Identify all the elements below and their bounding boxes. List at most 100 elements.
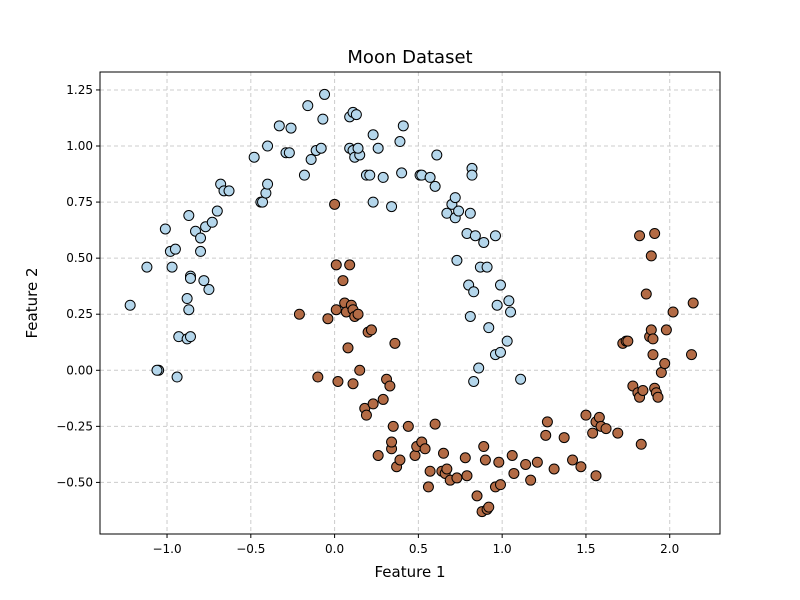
data-point-series-1 [305,153,317,165]
data-point-series-1 [451,254,463,266]
data-point-series-1 [515,373,527,385]
data-point-series-1 [141,261,153,273]
data-point-series-2 [493,456,505,468]
data-point-series-1 [171,371,183,383]
data-point-series-2 [471,490,483,502]
data-point-series-2 [558,432,570,444]
data-point-series-1 [315,142,327,154]
data-point-series-1 [350,109,362,121]
y-tick-label: 1.00 [66,139,93,153]
data-point-series-1 [124,299,136,311]
x-tick-label: 2.0 [660,542,679,556]
data-point-series-2 [520,458,532,470]
data-point-series-2 [394,454,406,466]
data-point-series-2 [389,337,401,349]
data-point-series-1 [478,236,490,248]
x-tick-label: 1.5 [576,542,595,556]
data-point-series-2 [508,467,520,479]
data-point-series-1 [169,243,181,255]
data-point-series-1 [501,335,513,347]
data-point-series-1 [503,295,515,307]
data-point-series-1 [195,245,207,257]
data-point-series-1 [184,331,196,343]
data-point-series-2 [659,358,671,370]
data-point-series-1 [468,286,480,298]
data-point-series-2 [322,313,334,325]
data-points [124,88,699,518]
data-point-series-2 [483,501,495,513]
data-point-series-2 [293,308,305,320]
data-point-series-1 [302,100,314,112]
data-point-series-2 [687,297,699,309]
x-tick-label: −1.0 [152,542,181,556]
data-point-series-2 [386,436,398,448]
data-point-series-1 [364,169,376,181]
data-point-series-1 [397,120,409,132]
data-point-series-2 [312,371,324,383]
data-point-series-2 [479,454,491,466]
data-point-series-2 [590,470,602,482]
y-tick-label: 0.25 [66,307,93,321]
data-point-series-2 [377,393,389,405]
data-point-series-1 [211,205,223,217]
data-point-series-2 [422,481,434,493]
data-point-series-2 [478,441,490,453]
data-point-series-2 [622,335,634,347]
y-tick-label: −0.50 [56,475,93,489]
data-point-series-2 [660,324,672,336]
data-point-series-2 [409,450,421,462]
data-point-series-1 [464,310,476,322]
data-point-series-2 [367,398,379,410]
data-point-series-1 [319,88,331,100]
data-point-series-2 [365,324,377,336]
data-point-series-1 [151,364,163,376]
data-point-series-2 [372,450,384,462]
data-point-series-2 [459,452,471,464]
data-point-series-1 [494,346,506,358]
data-point-series-1 [367,196,379,208]
y-axis-title: Feature 2 [23,268,41,339]
y-tick-label: 1.25 [66,83,93,97]
data-point-series-1 [195,232,207,244]
data-point-series-1 [198,275,210,287]
data-point-series-2 [494,479,506,491]
data-point-series-2 [438,447,450,459]
data-point-series-1 [273,120,285,132]
x-tick-label: 1.0 [493,542,512,556]
data-point-series-1 [181,293,193,305]
data-point-series-1 [424,171,436,183]
data-point-series-1 [352,142,364,154]
data-point-series-1 [505,306,517,318]
data-point-series-2 [580,409,592,421]
data-point-series-2 [402,420,414,432]
data-point-series-1 [491,299,503,311]
data-point-series-2 [575,461,587,473]
data-point-series-2 [600,423,612,435]
y-tick-label: 0.75 [66,195,93,209]
data-point-series-2 [451,472,463,484]
data-point-series-1 [469,230,481,242]
data-point-series-1 [377,171,389,183]
x-tick-label: −0.5 [236,542,265,556]
data-point-series-2 [525,474,537,486]
data-point-series-1 [449,192,461,204]
data-point-series-2 [342,342,354,354]
data-point-series-2 [652,391,664,403]
data-point-series-2 [330,304,342,316]
data-point-series-1 [372,142,384,154]
data-point-series-2 [506,450,518,462]
data-point-series-2 [332,375,344,387]
data-point-series-1 [262,178,274,190]
data-point-series-1 [466,169,478,181]
data-point-series-1 [468,375,480,387]
data-point-series-2 [593,411,605,423]
axis-ticks: −1.0 −0.5 0.0 0.5 1.0 1.5 2.0 −0.50 −0.25 0.00 0.2… [56,83,679,556]
data-point-series-2 [612,427,624,439]
x-axis-title: Feature 1 [375,563,446,581]
data-point-series-2 [387,420,399,432]
data-point-series-2 [360,409,372,421]
data-point-series-2 [424,465,436,477]
data-point-series-1 [248,151,260,163]
